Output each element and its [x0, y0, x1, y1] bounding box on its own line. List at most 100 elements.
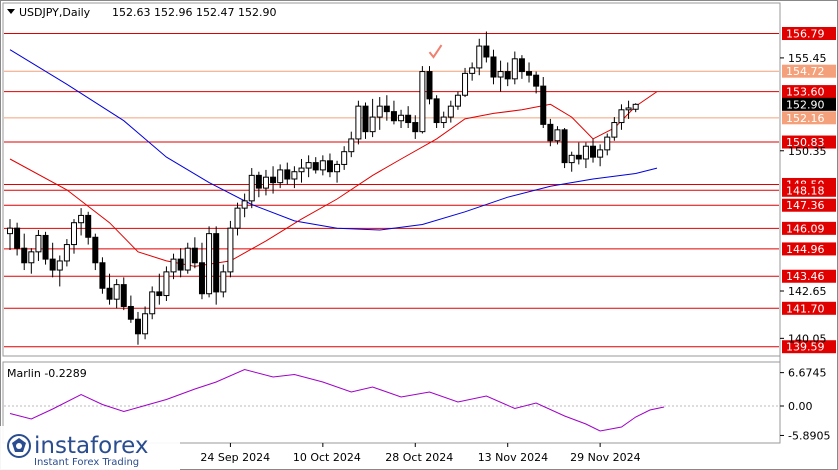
candle	[454, 91, 461, 110]
candle	[497, 60, 504, 92]
candle-body-up	[447, 105, 454, 118]
candle-body-up	[319, 160, 326, 171]
candle	[433, 95, 440, 129]
level-label: 154.72	[786, 65, 825, 78]
candle-body-up	[305, 162, 312, 169]
price-tick-label: 155.45	[788, 52, 827, 65]
candle-body-down	[213, 233, 220, 293]
collapse-triangle-icon[interactable]	[7, 9, 15, 14]
candle-body-up	[454, 94, 461, 107]
date-axis: 24 Sep 2024 10 Oct 2024 28 Oct 2024 13 Nov …	[200, 443, 641, 464]
candle	[533, 71, 540, 94]
candle-body-up	[497, 71, 504, 78]
candles	[7, 31, 639, 345]
candle-body-up	[369, 116, 376, 133]
level-label: 156.79	[786, 27, 825, 40]
candle	[547, 118, 554, 147]
level-label: 150.83	[786, 136, 825, 149]
candle	[191, 237, 198, 269]
candle	[511, 51, 518, 85]
oscillator-title: Marlin -0.2289	[7, 367, 87, 380]
candle	[206, 226, 213, 298]
candle-body-down	[21, 247, 28, 264]
candle	[362, 102, 369, 139]
candle-body-down	[526, 71, 533, 76]
candle	[390, 100, 397, 125]
ma-fast-line	[9, 91, 658, 267]
logo-wordmark: instaforex	[34, 433, 149, 459]
candle	[518, 55, 525, 79]
candle-body-down	[390, 111, 397, 122]
candle	[554, 126, 561, 145]
candle	[106, 273, 113, 305]
candle-body-up	[462, 72, 469, 96]
price-pane	[2, 2, 781, 357]
level-label: 148.18	[786, 184, 825, 197]
candle-body-down	[177, 258, 184, 271]
candle	[213, 226, 220, 305]
candle-body-up	[597, 149, 604, 158]
candle	[419, 66, 426, 134]
level-label: 152.16	[786, 112, 825, 125]
level-label-box	[782, 85, 836, 99]
candle	[70, 219, 77, 254]
candle-body-down	[134, 318, 141, 335]
candle	[248, 168, 255, 209]
candle-body-up	[7, 227, 13, 235]
candle	[383, 95, 390, 121]
candle-body-down	[99, 262, 106, 289]
candle-body-down	[362, 105, 369, 133]
price-tick-label: 140.05	[788, 332, 827, 345]
candle	[92, 233, 99, 271]
candle	[326, 153, 333, 178]
candle	[156, 273, 163, 305]
price-tick-label: 142.65	[788, 285, 827, 298]
candle-body-up	[554, 129, 561, 142]
candle	[134, 311, 141, 345]
candle-body-up	[469, 67, 476, 74]
candle-body-up	[163, 271, 170, 297]
date-label: 24 Sep 2024	[200, 451, 270, 464]
level-label-box	[782, 64, 836, 78]
candle	[42, 231, 49, 265]
candle-body-up	[348, 138, 355, 153]
level-label-box	[782, 221, 836, 235]
level-label: 146.09	[786, 222, 825, 235]
moving-averages	[9, 49, 658, 267]
candle-body-down	[106, 287, 113, 300]
candle	[220, 264, 227, 298]
candle-body-up	[419, 71, 426, 133]
candle	[341, 146, 348, 170]
candle	[369, 98, 376, 138]
candle	[575, 142, 582, 165]
level-label-box	[782, 26, 836, 40]
level-label: 144.96	[786, 243, 825, 256]
candle-body-down	[284, 169, 291, 180]
candle-body-up	[149, 291, 156, 315]
candle-body-down	[483, 45, 490, 58]
ma-slow-line	[9, 49, 658, 231]
candle-body-up	[376, 105, 383, 118]
symbol-timeframe: USDJPY,Daily	[19, 6, 91, 19]
candle-body-up	[298, 167, 305, 173]
candle-body-down	[326, 160, 333, 173]
candle-body-down	[540, 85, 547, 125]
candle-body-up	[35, 234, 42, 253]
candle-body-down	[575, 154, 582, 160]
date-label: 29 Nov 2024	[570, 451, 640, 464]
candle-body-up	[28, 251, 35, 264]
level-label-box	[782, 340, 836, 354]
instaforex-logo: instaforex Instant Forex Trading	[0, 426, 180, 470]
candle	[113, 279, 120, 309]
candle	[99, 257, 106, 294]
candle-body-up	[227, 227, 234, 273]
oscillator-line	[9, 368, 665, 432]
oscillator: 6.6745 0.00 -5.8905	[4, 367, 830, 442]
candle	[319, 155, 326, 176]
candle	[462, 67, 469, 98]
candle-body-up	[476, 45, 483, 69]
candle	[298, 158, 305, 183]
candle-body-up	[70, 222, 77, 246]
candle	[227, 220, 234, 278]
